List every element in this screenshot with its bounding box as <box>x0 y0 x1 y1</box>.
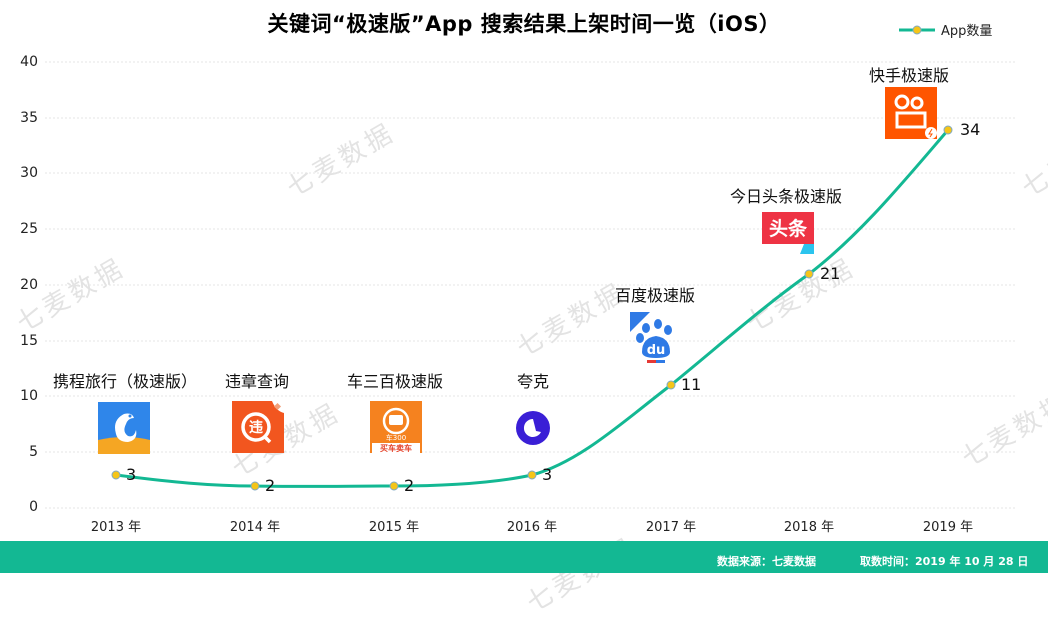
ctrip-app-icon <box>98 402 150 454</box>
legend-line-marker-icon <box>899 25 935 34</box>
svg-text:du: du <box>647 343 666 358</box>
x-tick: 2014 年 <box>229 520 281 535</box>
svg-text:违: 违 <box>249 419 263 436</box>
annotation-label: 百度极速版 <box>614 286 695 305</box>
y-tick: 40 <box>20 54 38 70</box>
x-tick: 2013 年 <box>90 520 142 535</box>
y-tick: 15 <box>20 333 38 349</box>
x-tick: 2019 年 <box>922 520 974 535</box>
data-label: 2 <box>265 476 276 495</box>
y-tick: 20 <box>20 277 38 293</box>
data-label: 2 <box>404 476 415 495</box>
legend: App数量 <box>897 20 992 39</box>
x-tick: 2017 年 <box>645 520 697 535</box>
annotation-label: 快手极速版 <box>868 66 949 85</box>
che300-app-icon: 车300 买车卖车 <box>370 401 422 453</box>
chart-title: 关键词“极速版”App 搜索结果上架时间一览（iOS） <box>267 12 781 36</box>
x-tick: 2015 年 <box>368 520 420 535</box>
footer-bar: 数据来源：七麦数据 取数时间：2019 年 10 月 28 日 <box>0 541 1048 573</box>
footer-date: 取数时间：2019 年 10 月 28 日 <box>860 555 1029 568</box>
y-tick: 35 <box>20 110 38 126</box>
svg-text:头条: 头条 <box>769 217 808 240</box>
footer-source: 数据来源：七麦数据 <box>717 555 816 568</box>
annotation-label: 违章查询 <box>224 372 289 391</box>
annotation-label: 携程旅行（极速版） <box>52 372 197 391</box>
toutiao-lite-app-icon: 头条 <box>762 212 814 254</box>
data-label: 11 <box>681 375 702 394</box>
x-tick: 2018 年 <box>783 520 835 535</box>
baidu-lite-app-icon: du <box>630 312 672 363</box>
quark-app-icon <box>516 411 550 445</box>
data-label: 21 <box>820 264 841 283</box>
traffic-violation-app-icon: 违 <box>232 401 284 453</box>
data-label: 3 <box>126 465 137 484</box>
data-label: 3 <box>542 465 553 484</box>
plot-area <box>45 61 1015 509</box>
annotation-label: 车三百极速版 <box>346 372 443 391</box>
annotation-label: 今日头条极速版 <box>729 187 842 206</box>
x-tick: 2016 年 <box>506 520 558 535</box>
kuaishou-lite-app-icon <box>885 87 937 139</box>
svg-text:车300: 车300 <box>386 433 406 442</box>
y-tick: 25 <box>20 221 38 237</box>
y-tick: 5 <box>29 444 38 460</box>
legend-label: App数量 <box>941 24 993 39</box>
annotation-label: 夸克 <box>516 372 549 391</box>
svg-text:买车卖车: 买车卖车 <box>380 443 412 453</box>
y-tick: 10 <box>20 388 38 404</box>
data-label: 34 <box>960 120 981 139</box>
y-tick: 30 <box>20 165 38 181</box>
y-tick: 0 <box>29 499 38 515</box>
